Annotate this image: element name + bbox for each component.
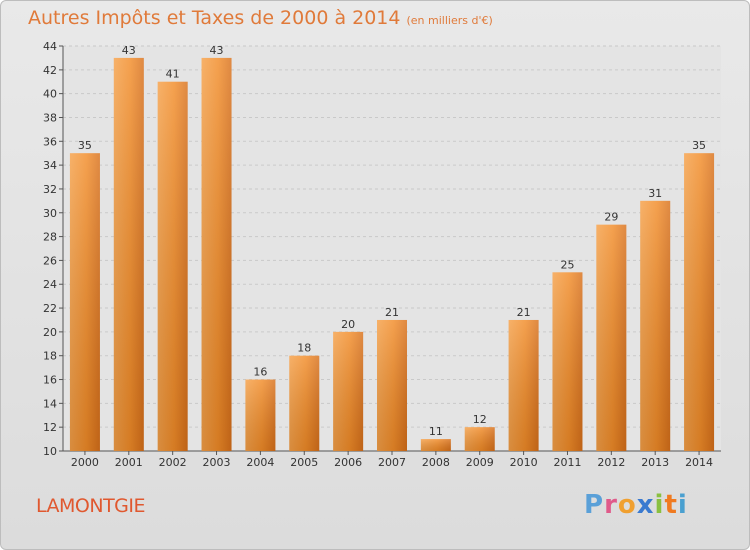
x-tick-label: 2009 <box>466 456 494 469</box>
logo-letter: i <box>654 490 665 520</box>
y-tick-label: 12 <box>43 421 57 434</box>
logo-letter: o <box>617 490 637 520</box>
bar-group: 29 <box>596 211 627 451</box>
bar-value-label: 35 <box>692 139 706 152</box>
bar-value-label: 43 <box>210 44 224 57</box>
y-tick-label: 24 <box>43 278 57 291</box>
bar-group: 20 <box>333 318 364 451</box>
bar-shade <box>157 81 188 451</box>
x-tick-label: 2010 <box>510 456 538 469</box>
bar-value-label: 25 <box>560 258 574 271</box>
bar-value-label: 41 <box>166 68 180 81</box>
y-tick-label: 44 <box>43 40 57 53</box>
x-tick-label: 2006 <box>334 456 362 469</box>
bar-group: 43 <box>113 44 144 451</box>
bar-group: 31 <box>640 187 671 451</box>
bar-shade <box>245 379 276 451</box>
y-tick-label: 32 <box>43 183 57 196</box>
bar-shade <box>552 272 583 451</box>
x-tick-label: 2014 <box>685 456 713 469</box>
x-tick-label: 2000 <box>71 456 99 469</box>
bar-shade <box>464 427 495 451</box>
logo-letter: P <box>584 490 605 520</box>
bar-value-label: 35 <box>78 139 92 152</box>
bar-group: 16 <box>245 366 276 451</box>
x-tick-label: 2011 <box>553 456 581 469</box>
y-tick-label: 10 <box>43 445 57 458</box>
bar-value-label: 20 <box>341 318 355 331</box>
bar-group: 35 <box>684 139 715 452</box>
x-tick-label: 2005 <box>290 456 318 469</box>
bar-group: 12 <box>464 413 495 451</box>
bar-shade <box>640 200 671 451</box>
y-tick-label: 28 <box>43 231 57 244</box>
y-tick-label: 18 <box>43 350 57 363</box>
bar-shade <box>508 319 539 451</box>
chart-title: Autres Impôts et Taxes de 2000 à 2014 (en… <box>28 7 493 29</box>
subtitle-text: (en milliers d'€) <box>406 14 493 27</box>
bar-shade <box>201 57 232 451</box>
x-tick-label: 2004 <box>246 456 274 469</box>
y-tick-label: 30 <box>43 207 57 220</box>
proxiti-logo: Proxiti <box>584 490 688 520</box>
x-tick-label: 2007 <box>378 456 406 469</box>
bar-group: 35 <box>69 139 100 452</box>
bar-value-label: 16 <box>253 366 267 379</box>
bar-value-label: 31 <box>648 187 662 200</box>
x-tick-label: 2001 <box>115 456 143 469</box>
bar-value-label: 43 <box>122 44 136 57</box>
y-tick-label: 42 <box>43 64 57 77</box>
bar-value-label: 29 <box>604 211 618 224</box>
logo-letter: t <box>664 490 678 520</box>
place-name: LAMONTGIE <box>36 495 146 517</box>
y-tick-label: 22 <box>43 302 57 315</box>
bar-shade <box>684 153 715 452</box>
bar-shade <box>420 439 451 451</box>
bar-value-label: 18 <box>297 342 311 355</box>
y-tick-label: 26 <box>43 254 57 267</box>
bar-group: 18 <box>289 342 320 451</box>
bar-value-label: 21 <box>517 306 531 319</box>
bar-value-label: 11 <box>429 425 443 438</box>
bar-group: 11 <box>420 425 451 451</box>
bar-value-label: 12 <box>473 413 487 426</box>
y-tick-label: 36 <box>43 135 57 148</box>
logo-letter: x <box>636 490 655 520</box>
bar-group: 21 <box>508 306 539 451</box>
bar-group: 21 <box>377 306 407 451</box>
y-tick-label: 38 <box>43 111 57 124</box>
x-tick-label: 2002 <box>159 456 187 469</box>
bar-shade <box>377 319 407 451</box>
x-tick-label: 2012 <box>597 456 625 469</box>
logo-letter: r <box>604 490 618 520</box>
title-text: Autres Impôts et Taxes de 2000 à 2014 <box>28 7 401 29</box>
bar-shade <box>333 331 364 451</box>
y-tick-label: 20 <box>43 326 57 339</box>
bar-shade <box>113 57 144 451</box>
y-tick-label: 16 <box>43 374 57 387</box>
y-tick-label: 14 <box>43 397 57 410</box>
y-tick-label: 34 <box>43 159 57 172</box>
y-tick-label: 40 <box>43 88 57 101</box>
bar-value-label: 21 <box>385 306 399 319</box>
bar-shade <box>596 224 627 451</box>
bar-group: 41 <box>157 68 188 451</box>
bars: 35 43 41 43 16 18 20 21 11 12 21 25 29 31 35 <box>69 44 715 452</box>
x-tick-label: 2008 <box>422 456 450 469</box>
x-tick-label: 2013 <box>641 456 669 469</box>
bar-group: 25 <box>552 258 583 451</box>
bar-shade <box>69 153 100 452</box>
bar-group: 43 <box>201 44 232 451</box>
x-tick-label: 2003 <box>203 456 231 469</box>
bar-shade <box>289 355 320 451</box>
logo-letter: i <box>677 490 688 520</box>
